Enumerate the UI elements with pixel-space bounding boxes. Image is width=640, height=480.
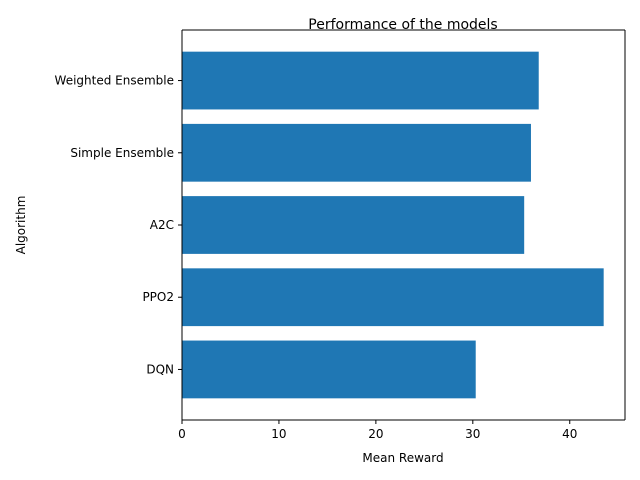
y-axis-label: Algorithm	[14, 196, 28, 255]
y-tick-label-ppo2: PPO2	[142, 290, 174, 304]
x-tick-label-0: 0	[178, 427, 186, 441]
y-tick-label-dqn: DQN	[146, 362, 174, 376]
bar-ppo2	[182, 268, 604, 327]
chart-title: Performance of the models	[308, 17, 497, 33]
bar-simple-ensemble	[182, 123, 531, 182]
bar-weighted-ensemble	[182, 51, 539, 110]
x-tick-label-10: 10	[271, 427, 286, 441]
x-tick-label-40: 40	[562, 427, 577, 441]
y-tick-label-simple-ensemble: Simple Ensemble	[70, 146, 174, 160]
x-tick-label-30: 30	[465, 427, 480, 441]
bars-group	[182, 51, 604, 399]
y-ticks-group: DQN PPO2 A2C Simple Ensemble Weighted Ensemb…	[55, 74, 182, 376]
x-tick-label-20: 20	[368, 427, 383, 441]
y-tick-label-weighted-ensemble: Weighted Ensemble	[55, 74, 174, 88]
x-axis-label: Mean Reward	[362, 451, 443, 465]
y-tick-label-a2c: A2C	[150, 218, 174, 232]
bar-a2c	[182, 196, 525, 254]
x-ticks-group: 0 10 20 30 40	[178, 420, 577, 441]
bar-dqn	[182, 340, 476, 399]
